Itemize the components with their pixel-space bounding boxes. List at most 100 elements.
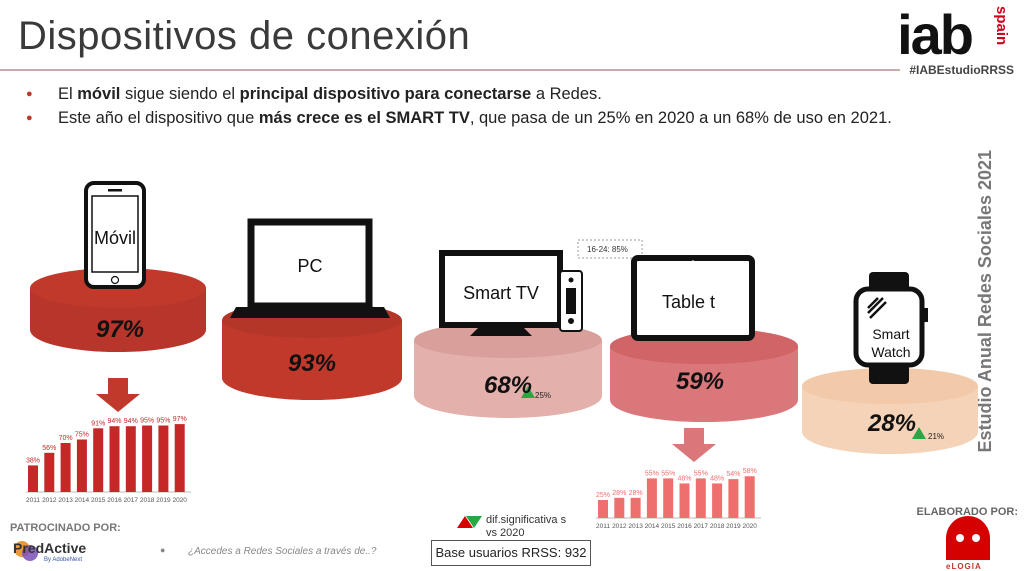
- label-smarttv: Smart TV: [463, 283, 539, 303]
- tablet-bar-2015: [663, 478, 674, 518]
- movil-bar-2019: [158, 425, 169, 492]
- movil-bar-2013: [60, 443, 71, 492]
- tablet-bar-2016: [679, 483, 690, 518]
- movil-tick-label-2012: 2012: [42, 497, 57, 504]
- up-triangle-watch: [912, 427, 926, 439]
- tablet-icon: [631, 255, 755, 341]
- tablet-value-label-2014: 55%: [645, 470, 659, 477]
- movil-bar-2014: [76, 439, 87, 492]
- legend-green-triangle: [466, 516, 482, 528]
- chart-tablet: 25% 2011 28% 2012 28% 2013 55% 2014 55% 2015 48% 20…: [596, 468, 761, 530]
- delta-watch: 21%: [928, 432, 945, 441]
- tablet-tick-label-2012: 2012: [612, 523, 627, 530]
- movil-value-label-2014: 75%: [75, 432, 89, 439]
- movil-value-label-2015: 91%: [91, 420, 105, 427]
- movil-tick-label-2018: 2018: [140, 497, 155, 504]
- tablet-tick-label-2020: 2020: [742, 523, 757, 530]
- movil-bar-2018: [142, 425, 153, 492]
- up-triangle-smarttv: [521, 386, 535, 398]
- legend-red-triangle: [457, 516, 473, 528]
- movil-tick-label-2017: 2017: [124, 497, 139, 504]
- tablet-tick-label-2018: 2018: [710, 523, 725, 530]
- label-watch: Smart Watch: [871, 326, 911, 360]
- legend-text: dif.significativa s vs 2020: [486, 514, 567, 539]
- tablet-value-label-2012: 28%: [612, 490, 626, 497]
- pct-watch: 28%: [867, 410, 917, 437]
- tablet-bar-2013: [630, 497, 641, 518]
- movil-value-label-2018: 95%: [140, 418, 154, 425]
- pct-movil: 97%: [95, 316, 145, 343]
- bullet-1-text-c: a Redes.: [531, 85, 602, 103]
- delta-smarttv: 25%: [535, 391, 552, 400]
- tablet-tick-label-2016: 2016: [677, 523, 692, 530]
- elogia-name: eLOGIA: [946, 562, 982, 571]
- movil-value-label-2012: 56%: [42, 445, 56, 452]
- tablet-value-label-2020: 58%: [743, 468, 757, 475]
- movil-value-label-2020: 97%: [173, 416, 187, 423]
- movil-value-label-2019: 95%: [156, 418, 170, 425]
- pct-smarttv: 68%: [483, 372, 533, 399]
- bullet-1-bold-a: móvil: [77, 85, 121, 103]
- bullet-2-text-a: Este año el dispositivo que: [58, 109, 259, 127]
- tablet-tick-label-2011: 2011: [596, 523, 610, 530]
- cylinder-watch: [802, 368, 978, 454]
- movil-tick-label-2011: 2011: [26, 497, 40, 504]
- movil-tick-label-2014: 2014: [75, 497, 90, 504]
- tablet-value-label-2017: 55%: [694, 470, 708, 477]
- title-divider: [0, 69, 900, 71]
- tablet-value-label-2011: 25%: [596, 492, 610, 499]
- tablet-value-label-2016: 48%: [677, 475, 691, 482]
- tablet-bar-2017: [695, 478, 706, 518]
- chart-movil: 38% 2011 56% 2012 70% 2013 75% 2014 91% 2015 94% 20…: [26, 416, 191, 504]
- bullet-list: El móvil sigue siendo el principal dispo…: [26, 82, 892, 130]
- sponsor-name: PredActive: [13, 540, 87, 556]
- sponsor-label: PATROCINADO POR:: [10, 522, 121, 534]
- tablet-bar-2018: [712, 483, 723, 518]
- tablet-bar-2019: [728, 479, 739, 518]
- tablet-tick-label-2019: 2019: [726, 523, 741, 530]
- movil-bar-2017: [125, 426, 136, 492]
- bullet-1: El móvil sigue siendo el principal dispo…: [26, 82, 892, 106]
- question-bullet: ●: [160, 545, 166, 555]
- tablet-tick-label-2014: 2014: [645, 523, 660, 530]
- cylinder-smarttv: [414, 322, 602, 418]
- movil-tick-label-2016: 2016: [107, 497, 122, 504]
- movil-value-label-2016: 94%: [107, 418, 121, 425]
- movil-bar-2016: [109, 426, 120, 492]
- label-tablet: Table t: [662, 292, 716, 312]
- survey-question: ¿Accedes a Redes Sociales a través de..?: [188, 546, 377, 557]
- elogia-logo-icon: [946, 516, 990, 560]
- tablet-value-label-2013: 28%: [629, 490, 643, 497]
- bullet-2-bold: más crece es el SMART TV: [258, 109, 470, 127]
- base-box: Base usuarios RRSS: 932: [431, 540, 591, 566]
- movil-tick-label-2019: 2019: [156, 497, 171, 504]
- elaborado-label: ELABORADO POR:: [916, 506, 1018, 518]
- bullet-2: Este año el dispositivo que más crece es…: [26, 106, 892, 130]
- callout-box: [577, 239, 643, 259]
- tablet-bar-2014: [646, 478, 657, 518]
- iab-logo: iab: [897, 3, 974, 66]
- movil-value-label-2017: 94%: [124, 418, 138, 425]
- pct-pc: 93%: [287, 350, 337, 377]
- iab-logo-sub: spain: [993, 6, 1010, 46]
- predactive-logo-icon: [14, 541, 38, 561]
- sponsor-sub: By AdobeNext: [44, 557, 83, 563]
- smartwatch-icon: [853, 272, 928, 384]
- tablet-bar-2020: [744, 476, 755, 518]
- movil-bar-2011: [28, 465, 38, 492]
- movil-bar-2015: [93, 428, 104, 492]
- movil-bar-2020: [174, 424, 185, 492]
- page-title: Dispositivos de conexión: [18, 14, 471, 58]
- tablet-tick-label-2013: 2013: [628, 523, 643, 530]
- movil-tick-label-2013: 2013: [58, 497, 73, 504]
- label-movil: Móvil: [93, 228, 136, 248]
- bullet-1-text-b: sigue siendo el: [120, 85, 240, 103]
- movil-bar-2012: [44, 452, 55, 492]
- movil-value-label-2011: 38%: [26, 457, 40, 464]
- pct-tablet: 59%: [675, 368, 725, 395]
- movil-tick-label-2015: 2015: [91, 497, 106, 504]
- tablet-bar-2012: [614, 497, 625, 518]
- phone-icon: [84, 181, 146, 289]
- arrow-down-movil: [96, 378, 140, 412]
